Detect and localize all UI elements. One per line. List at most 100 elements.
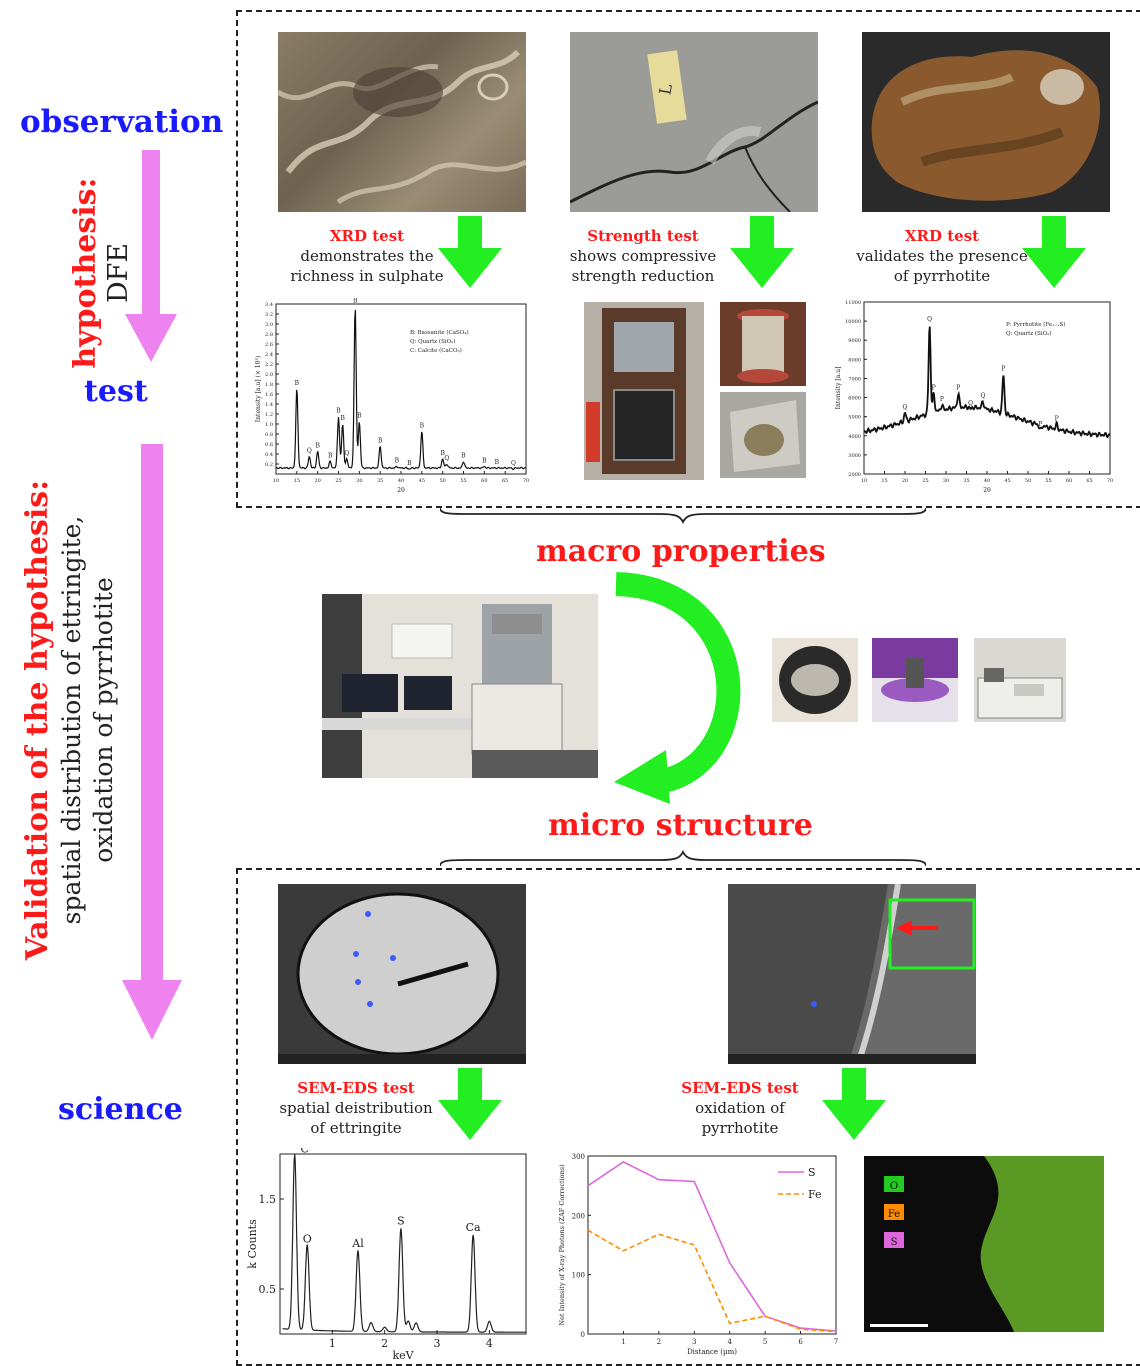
peak-label: Q (307, 448, 312, 455)
compression-machine-photo (584, 302, 704, 480)
x-tick-label: 35 (377, 478, 383, 484)
peak-label: B (461, 453, 466, 460)
specimen-cylinder-photo (720, 302, 806, 386)
bottom-caption-1-line2: of ettringite (310, 1119, 402, 1137)
legend-entry: B: Bassanite (CaSO₄) (410, 329, 469, 336)
brace-macro (440, 507, 926, 525)
x-tick-label: 45 (1004, 478, 1010, 484)
y-tick-label: 0 (581, 1331, 585, 1339)
peak-label: Q (968, 400, 973, 407)
top-caption-1-line2: richness in sulphate (290, 267, 444, 285)
brace-micro (440, 849, 926, 867)
y-tick-label: 1.6 (265, 392, 273, 398)
bottom-caption-2-line1: oxidation of (695, 1099, 785, 1117)
y-tick-label: 2.8 (265, 332, 273, 338)
bottom-caption-1-line1: spatial deistribution (279, 1099, 433, 1117)
y-tick-label: 3.4 (265, 302, 273, 308)
x-axis-label: 2θ (983, 487, 991, 494)
x-tick-label: 60 (481, 478, 487, 484)
bottom-caption-2-line2: pyrrhotite (701, 1119, 779, 1137)
top-caption-1: XRD test demonstrates the richness in su… (262, 226, 472, 286)
pyrrhotite-rock-photo (862, 32, 1110, 212)
peak-label: Al (351, 1237, 364, 1250)
top-caption-3: XRD test validates the presence of pyrrh… (842, 226, 1042, 286)
legend-entry: C: Calcite (CaCO₃) (410, 347, 462, 354)
xrd-test-title-2: XRD test (904, 227, 980, 245)
x-tick-label: 50 (439, 478, 445, 484)
y-axis-label: Intensity [a.u] (835, 367, 842, 410)
peak-label: B (295, 380, 300, 387)
micro-structure-label: micro structure (548, 808, 813, 843)
plot-frame (279, 1153, 527, 1335)
y-tick-label: 9000 (848, 338, 861, 344)
y-tick-label: 200 (572, 1212, 585, 1220)
hypothesis-title: hypothesis: (68, 177, 103, 369)
x-tick-label: 55 (460, 478, 466, 484)
green-arrow-down-3 (1022, 216, 1086, 288)
x-tick-label: 20 (902, 478, 908, 484)
sem-eds-test-title-1: SEM-EDS test (297, 1079, 415, 1097)
x-tick-label: 60 (1066, 478, 1072, 484)
y-tick-label: 3.0 (265, 322, 273, 328)
validation-sub-1: spatial distribution of ettringite, (57, 515, 86, 925)
peak-label: B (378, 438, 383, 445)
peak-label: Ca (466, 1221, 481, 1234)
x-tick-label: 15 (881, 478, 887, 484)
x-tick-label: 70 (523, 478, 529, 484)
specimen-bag-photo (720, 392, 806, 478)
eds-spectrum-chart: 0.5 1.5 1 2 3 4 keV k Counts C O Al S Ca (246, 1148, 527, 1362)
legend-entry: Q: Quartz (SiO₂) (410, 338, 455, 345)
validation-title: Validation of the hypothesis: (20, 479, 55, 961)
peak-label: Q (344, 450, 349, 457)
peak-label: P (932, 385, 936, 392)
x-tick-label: 20 (314, 478, 320, 484)
y-tick-label: 2.0 (265, 372, 273, 378)
green-arrow-down-1 (438, 216, 502, 288)
y-tick-label: 2.6 (265, 342, 273, 348)
peak-label: P (940, 396, 944, 403)
y-tick-label: 6000 (848, 396, 861, 402)
line-profile-chart: 0 100 200 300 1 2 3 4 5 6 7 Distance (µm) Net Intens… (558, 1153, 838, 1356)
x-tick-label: 2 (657, 1338, 661, 1346)
legend-fe: Fe (888, 1209, 900, 1220)
validation-sub-2: oxidation of pyrrhotite (89, 577, 118, 863)
x-tick-label: 55 (1045, 478, 1051, 484)
top-caption-2: Strength test shows compressive strength… (548, 226, 738, 286)
peak-label: B (315, 443, 320, 450)
series-s-line (587, 1160, 837, 1332)
legend-entry: S (808, 1166, 816, 1179)
plot-frame (587, 1155, 837, 1335)
x-tick-label: 1 (621, 1338, 625, 1346)
y-tick-label: 1.0 (265, 422, 273, 428)
y-tick-label: 1.5 (259, 1193, 277, 1206)
peak-label: P (1055, 415, 1059, 422)
bottom-caption-2: SEM-EDS test oxidation of pyrrhotite (660, 1078, 820, 1138)
test-label: test (84, 374, 148, 409)
x-tick-label: 6 (798, 1338, 803, 1346)
y-tick-label: 300 (572, 1153, 585, 1161)
top-caption-1-line1: demonstrates the (300, 247, 434, 265)
y-tick-label: 0.8 (265, 432, 273, 438)
x-tick-label: 30 (943, 478, 949, 484)
x-tick-label: 15 (294, 478, 300, 484)
x-tick-label: 25 (335, 478, 341, 484)
cracked-concrete-photo: L (569, 32, 819, 213)
x-tick-label: 65 (1086, 478, 1092, 484)
peak-label: B (357, 413, 362, 420)
x-tick-label: 50 (1025, 478, 1031, 484)
xrd-chart-bassanite: 0.2 0.4 0.6 0.8 1.0 1.2 1.4 1.6 1.8 2.0 2.2 2.4 2.6 2… (255, 298, 529, 494)
eds-spectrum-line (282, 1153, 526, 1333)
y-tick-label: 2.4 (265, 352, 273, 358)
y-tick-label: 0.5 (259, 1283, 277, 1296)
y-tick-label: 5000 (848, 415, 861, 421)
peak-label: B (336, 408, 341, 415)
peak-label: P (1001, 366, 1005, 373)
peak-label: P (956, 385, 960, 392)
y-axis-label: k Counts (246, 1219, 259, 1269)
peak-label: B (340, 415, 345, 422)
x-axis-label: 2θ (397, 487, 405, 494)
y-axis-label: Net Intensity of X-ray Photons (ZAF Corr… (558, 1164, 566, 1326)
y-tick-label: 8000 (848, 357, 861, 363)
x-tick-label: 4 (727, 1338, 732, 1346)
y-tick-label: 1.2 (265, 412, 273, 418)
